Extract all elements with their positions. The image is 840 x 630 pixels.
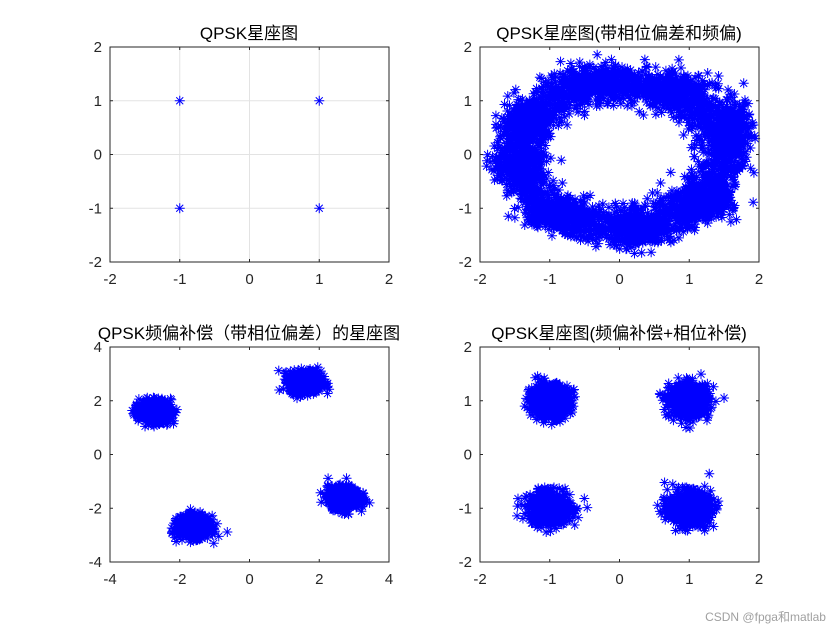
- plot-area: [110, 347, 389, 562]
- subplot-top-right: QPSK星座图(带相位偏差和频偏) -2 -1 0 1 2 -2 -1 0 1 2: [459, 24, 764, 288]
- subplot-title: QPSK星座图(频偏补偿+相位补偿): [491, 324, 747, 343]
- x-tick-label: -2: [103, 271, 116, 288]
- y-tick-label: 2: [94, 393, 102, 410]
- x-tick-label: -2: [173, 571, 186, 588]
- x-tick-label: 4: [385, 571, 393, 588]
- y-tick-label: -1: [459, 200, 472, 217]
- y-tick-label: -4: [89, 554, 102, 571]
- y-tick-label: 0: [94, 447, 102, 464]
- x-tick-label: 0: [245, 571, 253, 588]
- x-tick-label: -1: [173, 271, 186, 288]
- y-tick-label: -2: [459, 254, 472, 271]
- data-series: [127, 362, 375, 549]
- y-tick-label: -2: [459, 554, 472, 571]
- y-tick-label: 0: [464, 147, 472, 164]
- y-tick-label: 1: [464, 393, 472, 410]
- subplot-bottom-right: QPSK星座图(频偏补偿+相位补偿) -2 -1 0 1 2 -2 -1 0 1 2: [459, 324, 764, 588]
- watermark: CSDN @fpga和matlab: [705, 610, 826, 624]
- x-tick-label: 2: [385, 271, 393, 288]
- x-tick-label: -2: [473, 571, 486, 588]
- x-tick-label: 2: [755, 571, 763, 588]
- y-tick-label: 0: [94, 147, 102, 164]
- y-tick-label: 1: [464, 93, 472, 110]
- data-point: [174, 203, 185, 214]
- x-tick-label: 1: [315, 271, 323, 288]
- y-tick-label: 2: [94, 39, 102, 56]
- data-point-cloud: [127, 362, 375, 549]
- subplot-title: QPSK星座图(带相位偏差和频偏): [496, 24, 742, 43]
- x-tick-label: 0: [245, 271, 253, 288]
- x-tick-label: -2: [473, 271, 486, 288]
- y-tick-label: 4: [94, 339, 102, 356]
- x-tick-label: 0: [615, 571, 623, 588]
- data-point: [314, 95, 325, 106]
- data-point-cloud: [481, 49, 761, 259]
- y-tick-label: 2: [464, 339, 472, 356]
- y-tick-label: 1: [94, 93, 102, 110]
- subplot-bottom-left: QPSK频偏补偿（带相位偏差）的星座图 -4 -2 0 2 4 -4 -2 0 2 4: [89, 324, 400, 588]
- x-tick-label: 2: [315, 571, 323, 588]
- subplot-title: QPSK频偏补偿（带相位偏差）的星座图: [98, 324, 400, 343]
- data-series: [512, 369, 730, 537]
- data-point: [314, 203, 325, 214]
- data-series: [481, 49, 761, 259]
- x-tick-label: -1: [543, 571, 556, 588]
- data-point-cloud: [512, 369, 730, 537]
- x-tick-label: -1: [543, 271, 556, 288]
- y-tick-label: -1: [459, 500, 472, 517]
- data-point: [174, 95, 185, 106]
- x-tick-label: 2: [755, 271, 763, 288]
- y-tick-label: 0: [464, 447, 472, 464]
- y-tick-label: -2: [89, 254, 102, 271]
- subplot-title: QPSK星座图: [200, 24, 298, 43]
- x-tick-label: 0: [615, 271, 623, 288]
- y-tick-label: -1: [89, 200, 102, 217]
- y-tick-label: 2: [464, 39, 472, 56]
- data-series: [174, 95, 325, 214]
- x-tick-label: -4: [103, 571, 116, 588]
- x-tick-label: 1: [685, 271, 693, 288]
- y-tick-label: -2: [89, 500, 102, 517]
- x-tick-label: 1: [685, 571, 693, 588]
- subplot-top-left: QPSK星座图 -2 -1 0 1 2 -2 -1 0 1 2: [89, 24, 394, 288]
